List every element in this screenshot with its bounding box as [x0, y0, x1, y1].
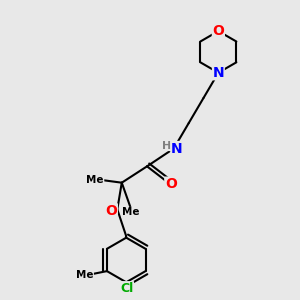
Text: N: N [171, 142, 183, 155]
Text: Me: Me [76, 270, 93, 280]
Text: Cl: Cl [120, 282, 134, 295]
Text: N: N [212, 66, 224, 80]
Text: O: O [165, 177, 177, 191]
Text: H: H [162, 140, 171, 151]
Text: O: O [105, 204, 117, 218]
Text: O: O [212, 24, 224, 38]
Text: Me: Me [86, 175, 104, 185]
Text: Me: Me [122, 207, 140, 218]
